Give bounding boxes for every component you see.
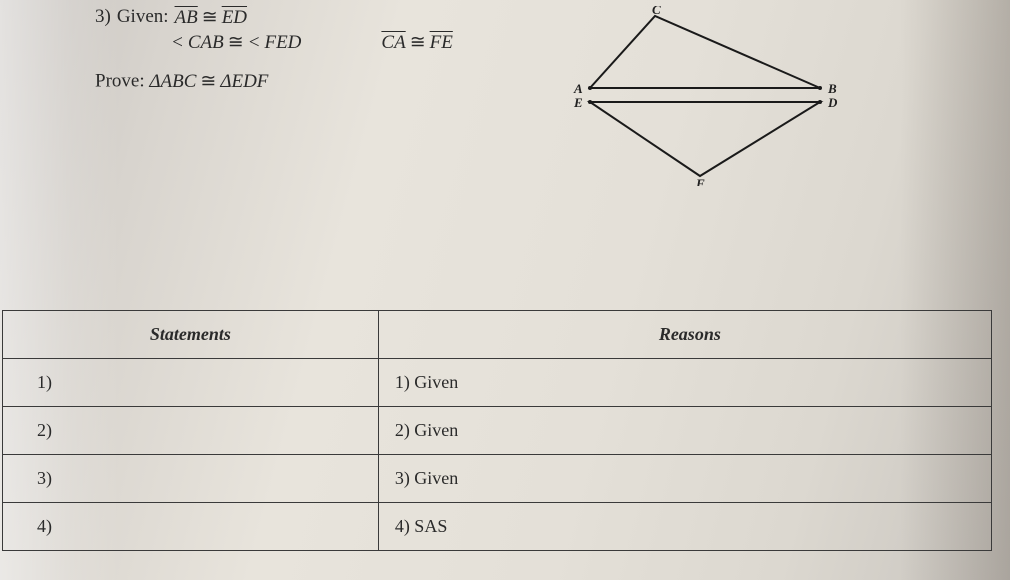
- table-row: 1) 1) Given: [3, 359, 992, 407]
- reasons-header: Reasons: [378, 311, 991, 359]
- table-row: 3) 3) Given: [3, 455, 992, 503]
- prove-label: Prove:: [95, 71, 145, 92]
- label-e: E: [573, 95, 583, 110]
- label-c: C: [652, 6, 661, 17]
- table-header-row: Statements Reasons: [3, 311, 992, 359]
- proof-table: Statements Reasons 1) 1) Given 2) 2) Giv…: [2, 310, 992, 551]
- row-num-2: 2): [3, 407, 379, 455]
- prove-expr: ΔABC ≅ ΔEDF: [149, 70, 268, 93]
- row-num-4: 4): [3, 503, 379, 551]
- given-expr-1: AB ≅ ED: [175, 6, 247, 29]
- given-line-1: 3) Given: AB ≅ ED: [95, 6, 1010, 29]
- triangle-diagram: C A B E D F: [560, 6, 850, 186]
- table-row: 2) 2) Given: [3, 407, 992, 455]
- label-f: F: [695, 176, 705, 186]
- row-reason-3: 3) Given: [378, 455, 991, 503]
- problem-header: 3) Given: AB ≅ ED < CAB ≅ < FED CA ≅ FE …: [95, 0, 1010, 93]
- row-reason-4: 4) SAS: [378, 503, 991, 551]
- statements-header: Statements: [3, 311, 379, 359]
- given-expr-2: < CAB ≅ < FED: [171, 31, 301, 54]
- row-num-1: 1): [3, 359, 379, 407]
- prove-line: Prove: ΔABC ≅ ΔEDF: [95, 70, 1010, 93]
- given-label: Given:: [117, 6, 169, 28]
- label-b: B: [827, 81, 837, 96]
- row-num-3: 3): [3, 455, 379, 503]
- row-reason-2: 2) Given: [378, 407, 991, 455]
- given-expr-3: CA ≅ FE: [381, 31, 452, 54]
- label-a: A: [573, 81, 583, 96]
- problem-number: 3): [95, 6, 111, 28]
- row-reason-1: 1) Given: [378, 359, 991, 407]
- proof-table-wrap: Statements Reasons 1) 1) Given 2) 2) Giv…: [2, 310, 992, 551]
- table-row: 4) 4) SAS: [3, 503, 992, 551]
- label-d: D: [827, 95, 838, 110]
